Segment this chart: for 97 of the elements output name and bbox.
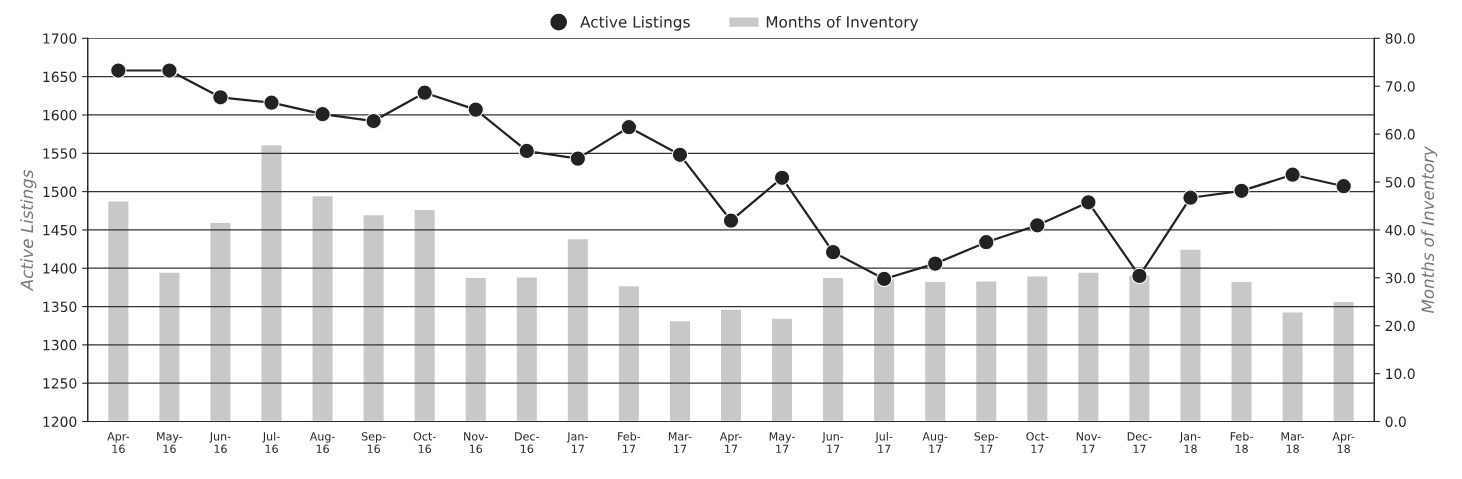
point [1182,189,1199,206]
bar [668,319,692,422]
bar [923,280,947,422]
legend-label: Months of Inventory [766,15,919,31]
point [978,234,995,251]
bar [770,317,794,422]
bar [1332,300,1356,422]
x-tick-label: Aug- 16 [309,432,335,453]
bar [1025,275,1049,422]
bar [106,200,130,422]
bar [719,308,743,422]
x-tick-label: Jan- 17 [566,432,588,453]
x-tick-label: Nov- 17 [1076,432,1101,453]
x-tick-label: Aug- 17 [922,432,948,453]
point [416,84,433,101]
x-tick-label: Oct- 17 [1026,432,1049,453]
point [263,94,280,111]
bar [209,221,232,422]
y-tick-label: 1250 [43,378,77,389]
x-tick-label: Apr- 17 [719,432,742,453]
point [824,243,842,261]
point [518,142,535,160]
y2-tick-label: 40.0 [1385,224,1415,236]
x-tick-label: Oct- 16 [413,432,436,453]
x-tick-label: Nov- 16 [464,432,488,453]
y2-tick-label: 30.0 [1385,272,1415,284]
y-tick-label: 1550 [43,148,77,159]
point [110,62,127,79]
point [722,212,740,229]
x-tick-label: Mar- 17 [668,432,692,453]
point [1029,217,1046,234]
point [1284,166,1301,183]
y-tick-label: 1350 [43,301,77,313]
x-tick-label: Sep- 17 [974,432,999,453]
point [569,150,586,167]
point [1080,194,1097,211]
x-tick-label: Jun- 17 [821,432,844,453]
x-tick-label: Mar- 18 [1281,432,1305,453]
bar [566,237,590,422]
y2-tick-label: 0.0 [1385,416,1406,427]
y2-tick-label: 20.0 [1385,320,1415,332]
bar [515,276,539,422]
y-tick-label: 1650 [43,71,77,83]
point [365,112,382,130]
x-tick-label: Feb- 17 [618,431,641,453]
bar [260,143,283,422]
bar [311,194,334,422]
x-tick-label: Jan- 18 [1179,432,1201,453]
x-tick-label: May- 16 [157,432,183,453]
bar [157,271,181,422]
y-tick-label: 1450 [43,224,77,236]
x-tick-label: Jun- 16 [209,432,231,453]
x-tick-label: Apr- 16 [107,432,130,453]
bar [1179,248,1202,422]
point [773,169,791,186]
point [620,119,638,136]
x-tick-label: Apr- 18 [1332,432,1355,453]
point [876,270,893,288]
point [1233,182,1250,199]
bar [617,284,641,422]
point [1335,178,1352,195]
y-tick-label: 1700 [43,33,77,44]
legend-label: Active Listings [580,15,690,31]
y-tick-label: 1400 [43,263,77,274]
point [1131,267,1148,285]
y-axis-title: Active Listings [20,169,37,292]
bar [362,213,386,422]
y2-tick-label: 10.0 [1386,368,1415,380]
bar [1076,271,1100,422]
bar [974,279,998,422]
bar [821,276,845,422]
y-tick-label: 1600 [43,109,77,121]
y2-tick-label: 70.0 [1385,81,1415,92]
x-tick-label: Dec- 16 [515,432,539,453]
y2-tick-label: 50.0 [1385,176,1415,188]
point [314,106,331,123]
x-tick-label: Sep- 16 [361,432,386,453]
point [212,89,229,106]
x-tick-label: Feb- 18 [1230,431,1253,453]
x-tick-label: Dec- 17 [1127,432,1152,453]
bar [1230,280,1253,422]
bar [464,276,488,422]
point [927,255,944,272]
y2-tick-label: 80.0 [1385,33,1415,44]
point [467,101,484,118]
bar [413,208,437,422]
bar [1281,311,1305,422]
x-tick-label: Jul- 16 [262,431,280,453]
y-tick-label: 1300 [43,339,77,351]
y-tick-label: 1200 [43,416,77,427]
y-tick-label: 1500 [43,186,77,198]
x-tick-label: Jul- 17 [874,431,893,453]
x-tick-label: May- 17 [769,432,795,453]
point [161,62,178,79]
y2-tick-label: 60.0 [1385,129,1415,140]
y2-axis-title: Months of Inventory [1421,146,1438,314]
point [671,146,689,163]
